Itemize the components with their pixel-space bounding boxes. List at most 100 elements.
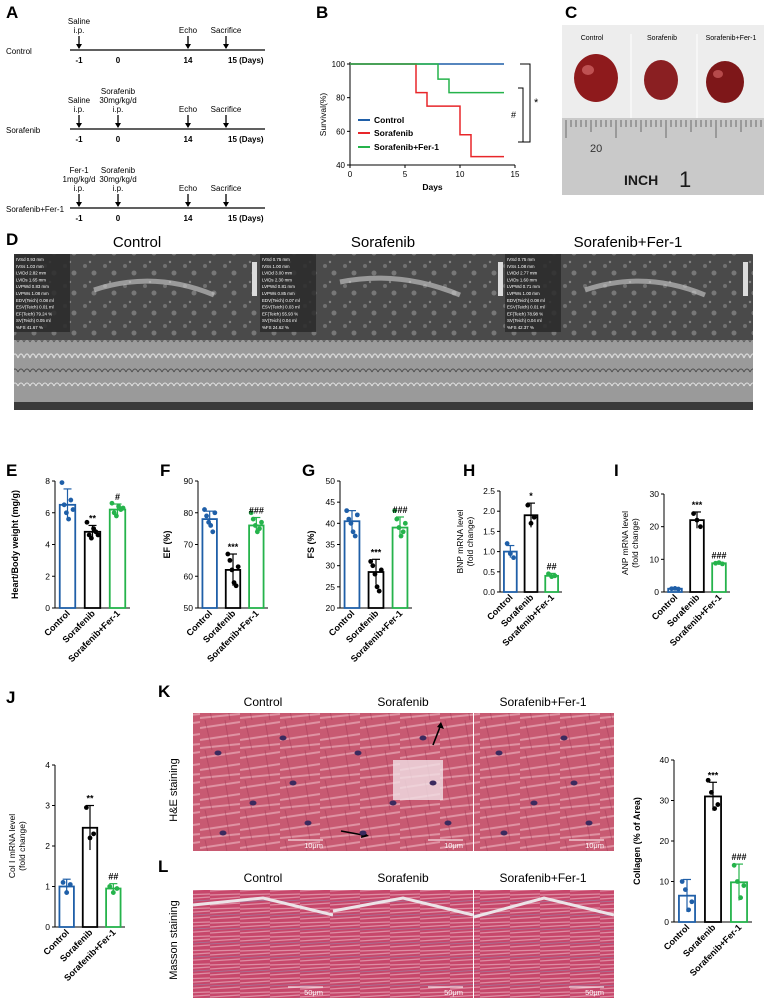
- data-point: [212, 510, 218, 516]
- masson-stain-image: [193, 890, 333, 998]
- echo-readout-line: EF(Teich) 55.93 %: [262, 311, 298, 316]
- data-point: [107, 884, 113, 889]
- data-point: [83, 805, 89, 810]
- arrow-icon: [340, 830, 364, 836]
- echo-readout-line: IVSd 0.93 mm: [16, 257, 44, 262]
- echo-readout-line: LVPWs 1.08 mm: [16, 291, 49, 296]
- y-tick-label: 50: [184, 603, 194, 613]
- significance-label: ##: [547, 561, 557, 571]
- tissue-gap: [473, 896, 615, 919]
- panel-k: K Control Sorafenib Sorafenib+Fer-1 H&E …: [158, 682, 614, 851]
- legend-label: Sorafenib: [374, 128, 413, 138]
- data-point: [87, 835, 93, 841]
- data-point: [708, 790, 714, 795]
- echo-readout-line: LVPWs 1.00 mm: [507, 291, 540, 296]
- data-point: [225, 551, 231, 557]
- tissue-gap: [393, 760, 443, 800]
- y-tick-label: 4: [45, 760, 50, 770]
- data-point: [354, 512, 360, 518]
- bar: [711, 562, 727, 593]
- echo-readout-line: IVSs 1.03 mm: [16, 264, 44, 269]
- y-tick-label: 10: [660, 877, 670, 887]
- cell-nucleus: [570, 780, 578, 786]
- data-point: [233, 583, 239, 589]
- y-tick-label: 40: [660, 755, 670, 765]
- data-point: [67, 882, 73, 887]
- panel-letter: E: [6, 461, 17, 480]
- heart-fer1-image: [706, 61, 744, 103]
- y-axis-title: EF (%): [162, 530, 172, 558]
- timeline-event-label: i.p.: [113, 184, 124, 193]
- bar: [108, 508, 127, 609]
- data-point: [676, 586, 681, 592]
- data-point: [70, 507, 76, 512]
- data-point: [248, 510, 254, 516]
- cell-nucleus: [214, 750, 222, 756]
- y-tick-label: 80: [336, 94, 345, 103]
- echo-readout-line: %FS 24.62 %: [262, 325, 289, 330]
- y-tick-label: 1.5: [483, 526, 495, 536]
- y-tick-label: 90: [184, 476, 194, 486]
- cell-nucleus: [219, 830, 227, 836]
- timeline-day-label: -1: [75, 214, 83, 223]
- y-tick-label: 80: [184, 508, 194, 518]
- echo-readout-line: ESV(Teich) 0.01 ml: [507, 305, 545, 310]
- scale-bar-label: 10μm: [585, 841, 604, 850]
- echo-readout-line: LVIDs 1.60 mm: [507, 277, 537, 282]
- y-axis-title: (fold change): [465, 517, 475, 567]
- timeline-event-label: 30mg/kg/d: [99, 175, 136, 184]
- echo-readout-line: %FS 41.67 %: [16, 325, 43, 330]
- echo-readout-line: EDV(Teich) 0.07 ml: [262, 298, 300, 303]
- he-title-control: Control: [244, 695, 283, 709]
- cell-nucleus: [444, 820, 452, 826]
- panel-d: D Control Sorafenib Sorafenib+Fer-1 IVSd…: [6, 230, 753, 410]
- significance-label: ***: [371, 547, 382, 557]
- y-tick-label: 0: [45, 603, 50, 613]
- y-tick-label: 0: [664, 917, 669, 927]
- data-point: [741, 883, 747, 888]
- data-point: [120, 505, 126, 511]
- data-point: [689, 899, 695, 905]
- y-axis-title: FS (%): [306, 530, 316, 558]
- y-tick-label: 20: [660, 836, 670, 846]
- timeline-event-label: 1mg/kg/d: [63, 175, 96, 184]
- cell-nucleus: [389, 800, 397, 806]
- timeline-day-label: 0: [116, 135, 121, 144]
- data-point: [210, 529, 216, 535]
- data-point: [252, 523, 258, 528]
- timeline-event-label: Sacrifice: [211, 184, 242, 193]
- heart-sorafenib-image: [644, 60, 678, 100]
- echo-readout-line: IVSs 1.08 mm: [507, 264, 535, 269]
- significance-label: #: [115, 492, 120, 502]
- heart-control-image: [574, 54, 618, 102]
- he-images: 10μm 10μm 10μm: [193, 713, 614, 851]
- echo-readout-line: IVSd 0.75 mm: [507, 257, 535, 262]
- significance-label: ###: [731, 852, 746, 862]
- y-tick-label: 20: [326, 603, 336, 613]
- arrowhead-icon: [437, 722, 444, 729]
- data-point: [235, 564, 241, 570]
- data-point: [95, 532, 101, 538]
- ruler-inch-text: INCH: [624, 172, 658, 188]
- y-tick-label: 40: [326, 518, 336, 528]
- data-point: [113, 513, 119, 519]
- legend-label: Sorafenib+Fer-1: [374, 142, 439, 152]
- data-point: [398, 533, 404, 539]
- cell-nucleus: [279, 735, 287, 741]
- timeline-day-label: 15 (Days): [228, 56, 264, 65]
- echo-m-mode-image: [14, 340, 262, 410]
- he-stain-image: [193, 713, 333, 851]
- data-point: [698, 524, 703, 530]
- data-point: [374, 584, 380, 590]
- cell-nucleus: [359, 830, 367, 836]
- y-tick-label: 3: [45, 801, 50, 811]
- data-point: [59, 480, 65, 485]
- timeline-group-label: Sorafenib: [6, 126, 41, 135]
- timeline-event-label: Sorafenib: [101, 87, 136, 96]
- echo-readout-line: EDV(Teich) 0.08 ml: [507, 298, 545, 303]
- echo-readout-line: IVSs 1.00 mm: [262, 264, 290, 269]
